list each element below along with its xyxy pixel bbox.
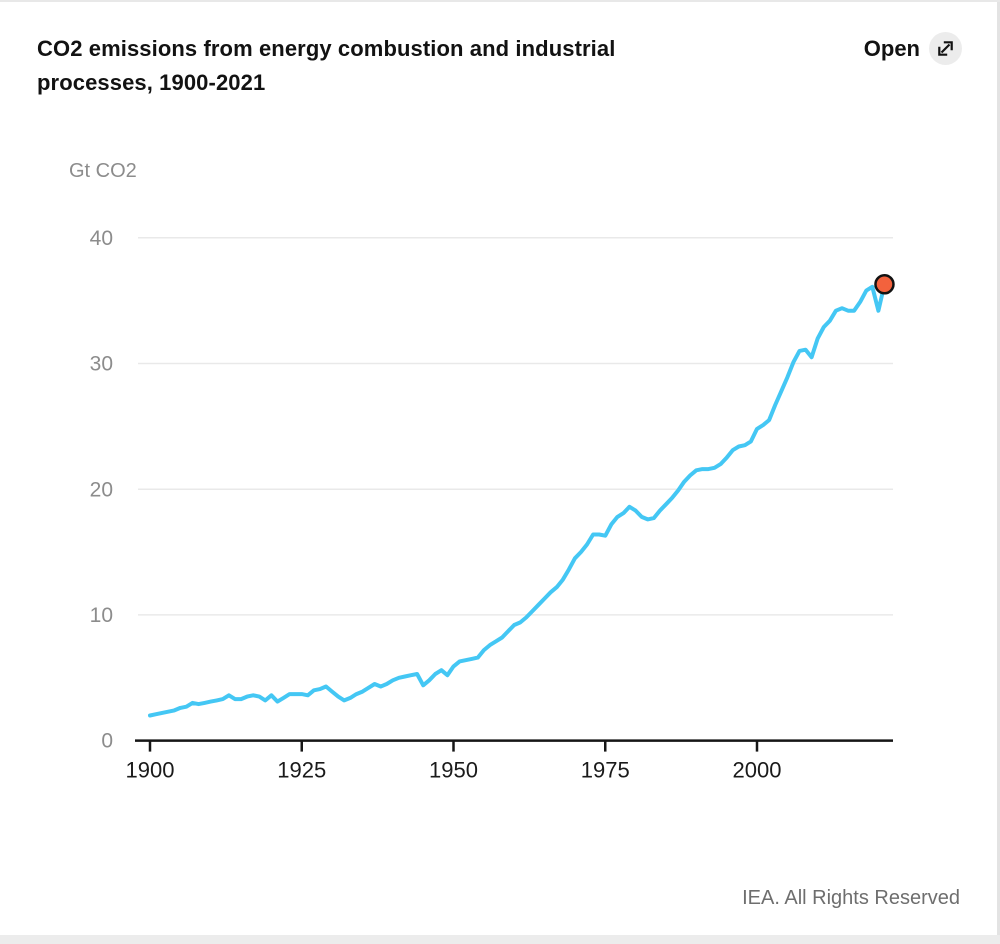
card-right-border <box>997 2 1000 944</box>
co2-emissions-line[interactable] <box>148 282 887 718</box>
card-bottom-border <box>0 935 1000 944</box>
chart-title: CO2 emissions from energy combustion and… <box>37 32 797 100</box>
x-axis-tick-label-1925: 1925 <box>277 758 326 783</box>
y-axis-tick-label-40: 40 <box>90 227 113 250</box>
chart-title-line-1: CO2 emissions from energy combustion and… <box>37 36 616 61</box>
y-axis-unit-label: Gt CO2 <box>69 160 137 182</box>
y-axis-tick-label-0: 0 <box>101 730 113 753</box>
y-axis-tick-label-30: 30 <box>90 353 113 376</box>
x-axis-tick-label-1950: 1950 <box>429 758 478 783</box>
open-button[interactable]: Open <box>864 32 962 65</box>
x-axis-tick-label-1900: 1900 <box>126 758 175 783</box>
x-axis-tick-label-2000: 2000 <box>733 758 782 783</box>
y-axis-tick-label-10: 10 <box>90 604 113 627</box>
open-button-label: Open <box>863 36 920 61</box>
expand-diagonal-arrow-icon[interactable] <box>929 32 962 65</box>
copyright-credit: IEA. All Rights Reserved <box>742 887 960 909</box>
endpoint-marker-2021[interactable] <box>874 274 895 295</box>
y-axis-tick-label-20: 20 <box>90 478 113 501</box>
chart-title-line-2: processes, 1900-2021 <box>37 70 266 95</box>
x-axis-tick-label-1975: 1975 <box>581 758 630 783</box>
